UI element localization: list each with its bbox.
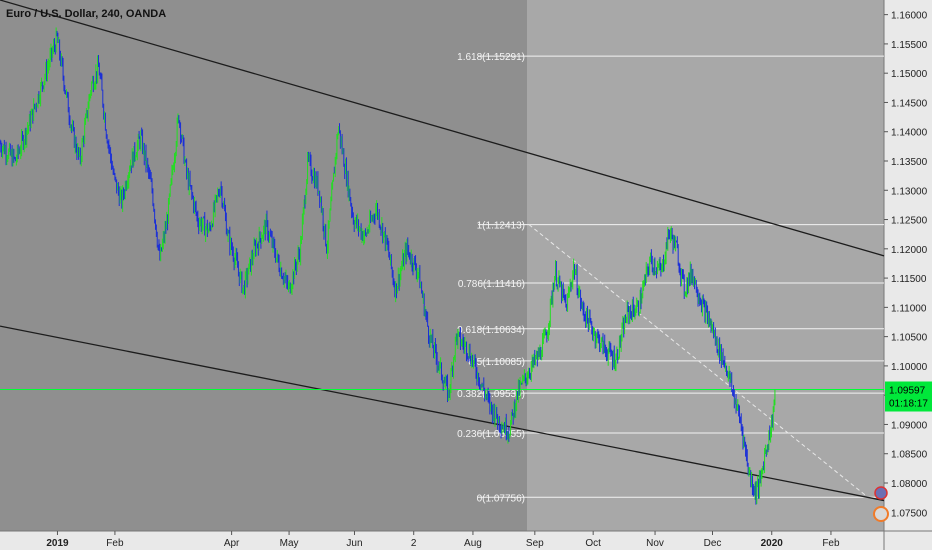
fib-level-label: 1(1.12413) bbox=[477, 221, 525, 232]
current-price-badge bbox=[885, 381, 932, 412]
price-tick-label: 1.15500 bbox=[891, 40, 928, 51]
chart-title: Euro / U.S. Dollar, 240, OANDA bbox=[6, 8, 167, 20]
price-tick-label: 1.13500 bbox=[891, 157, 928, 168]
price-tick-label: 1.15000 bbox=[891, 69, 928, 80]
price-tick-label: 1.12500 bbox=[891, 216, 928, 227]
time-tick-label: Jun bbox=[346, 538, 362, 549]
price-tick-label: 1.11000 bbox=[891, 303, 927, 314]
price-tick-label: 1.12000 bbox=[891, 245, 928, 256]
price-axis: 1.16000 1.15500 1.15000 1.14500 1.14000 1.135… bbox=[884, 11, 928, 519]
fib-level-label: 1.618(1.15291) bbox=[457, 52, 525, 63]
time-tick-label: 2 bbox=[411, 538, 417, 549]
fib-level-label: 0.618(1.10634) bbox=[457, 325, 525, 336]
current-price-label: 1.09597 bbox=[889, 385, 926, 396]
fib-level-label: 0.5(1.10085) bbox=[468, 357, 525, 368]
time-tick-label: Sep bbox=[526, 538, 544, 549]
price-tick-label: 1.10500 bbox=[891, 333, 928, 344]
price-tick-label: 1.08000 bbox=[891, 479, 928, 490]
time-tick-label: Feb bbox=[822, 538, 840, 549]
price-tick-label: 1.16000 bbox=[891, 11, 928, 22]
time-tick-label: May bbox=[280, 538, 299, 549]
fib-retracement: 1.618(1.15291) 1(1.12413) 0.786(1.11416) 0.… bbox=[457, 52, 884, 504]
fib-level-label: 0.236(1.08855) bbox=[457, 429, 525, 440]
channel-upper-line bbox=[0, 0, 885, 257]
time-axis: 2019 Feb Apr May Jun 2 Aug Sep Oct Nov Dec 2020 Feb bbox=[46, 531, 840, 549]
fib-level-label: 0.382(1.09535) bbox=[457, 389, 525, 400]
price-tick-label: 1.13000 bbox=[891, 186, 928, 197]
plot-background-left bbox=[0, 0, 527, 531]
price-tick-label: 1.10000 bbox=[891, 362, 928, 373]
time-tick-label: Aug bbox=[464, 538, 482, 549]
fib-level-label: 0.786(1.11416) bbox=[458, 279, 525, 290]
price-tick-label: 1.07500 bbox=[891, 508, 928, 519]
event-circle-icon bbox=[874, 486, 888, 500]
price-tick-label: 1.08500 bbox=[891, 450, 928, 461]
time-tick-label: Dec bbox=[704, 538, 722, 549]
fib-level-label: 0(1.07756) bbox=[477, 493, 525, 504]
candles bbox=[0, 27, 776, 505]
price-axis-background bbox=[884, 0, 932, 550]
price-tick-label: 1.11500 bbox=[891, 274, 927, 285]
time-tick-label: 2020 bbox=[761, 538, 784, 549]
time-tick-label: Nov bbox=[646, 538, 664, 549]
candle-countdown-label: 01:18:17 bbox=[889, 398, 928, 409]
price-tick-label: 1.14000 bbox=[891, 128, 928, 139]
price-tick-label: 1.14500 bbox=[891, 98, 928, 109]
channel-lower-line bbox=[0, 325, 885, 502]
time-tick-label: Oct bbox=[585, 538, 601, 549]
fib-trend-line bbox=[528, 224, 869, 498]
economic-event-icon bbox=[873, 506, 889, 522]
time-axis-background bbox=[0, 531, 932, 550]
time-tick-label: Apr bbox=[224, 538, 240, 549]
time-tick-label: 2019 bbox=[46, 538, 69, 549]
price-tick-label: 1.09000 bbox=[891, 420, 928, 431]
time-tick-label: Feb bbox=[106, 538, 124, 549]
